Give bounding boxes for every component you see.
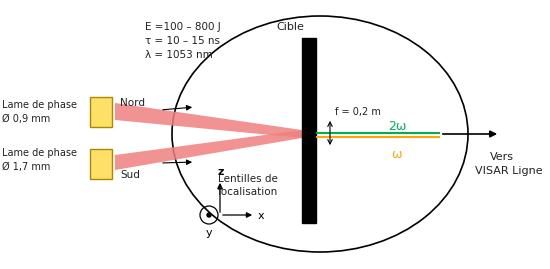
Text: Vers: Vers [490,152,514,162]
Text: Ø 0,9 mm: Ø 0,9 mm [2,114,50,124]
Text: E =100 – 800 J: E =100 – 800 J [145,22,221,32]
Text: Sud: Sud [120,170,140,180]
Text: Lame de phase: Lame de phase [2,100,77,110]
Text: VISAR Ligne: VISAR Ligne [475,166,543,176]
Bar [90,97,112,127]
Polygon shape [115,130,302,170]
Text: Ø 1,7 mm: Ø 1,7 mm [2,162,51,172]
Text: x: x [258,211,265,221]
Bar [90,149,112,179]
Text: 2ω: 2ω [388,120,406,133]
Text: z: z [218,167,224,177]
Text: Lentilles de: Lentilles de [218,174,278,184]
Text: Cible: Cible [276,22,304,32]
Text: Nord: Nord [120,98,145,108]
Text: λ = 1053 nm: λ = 1053 nm [145,50,213,60]
Text: focalisation: focalisation [218,187,278,197]
Text: y: y [206,228,212,238]
Text: Lame de phase: Lame de phase [2,148,77,158]
Text: τ = 10 – 15 ns: τ = 10 – 15 ns [145,36,220,46]
Text: ω: ω [391,148,401,161]
Bar [302,38,316,223]
Circle shape [207,213,211,217]
Text: f = 0,2 m: f = 0,2 m [335,107,381,117]
Polygon shape [115,103,302,138]
